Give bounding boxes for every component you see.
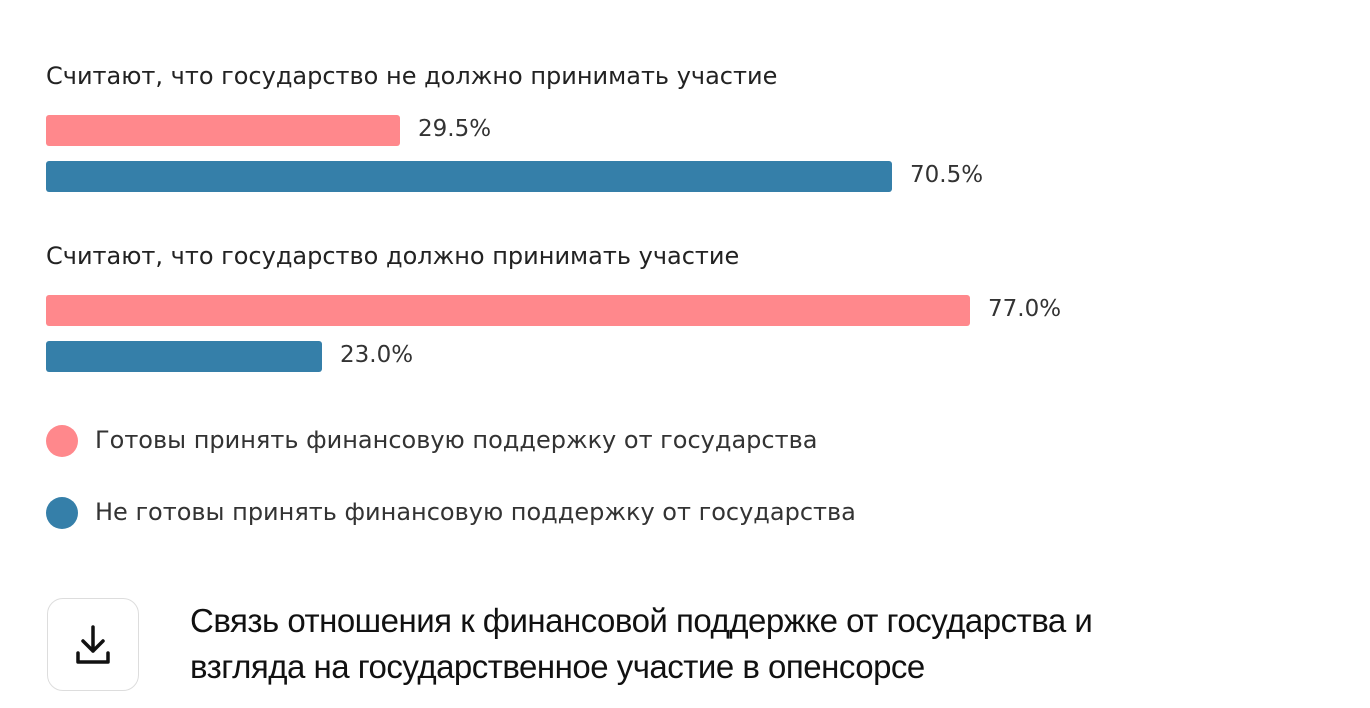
category-label: Считают, что государство должно принимат… bbox=[46, 242, 740, 270]
legend-marker bbox=[46, 497, 78, 529]
bar bbox=[46, 341, 322, 372]
download-icon bbox=[76, 625, 110, 664]
value-label: 70.5% bbox=[910, 162, 984, 188]
legend-marker bbox=[46, 425, 78, 457]
category-label: Считают, что государство не должно прини… bbox=[46, 62, 778, 90]
value-label: 77.0% bbox=[988, 296, 1062, 322]
value-label: 29.5% bbox=[418, 116, 492, 142]
download-button[interactable] bbox=[47, 598, 139, 691]
bar bbox=[46, 161, 892, 192]
value-label: 23.0% bbox=[340, 342, 414, 368]
legend-label: Готовы принять финансовую поддержку от г… bbox=[95, 426, 818, 454]
legend-label: Не готовы принять финансовую поддержку о… bbox=[95, 498, 856, 526]
bar bbox=[46, 115, 400, 146]
chart-title: Связь отношения к финансовой поддержке о… bbox=[190, 602, 1093, 685]
bar bbox=[46, 295, 970, 326]
